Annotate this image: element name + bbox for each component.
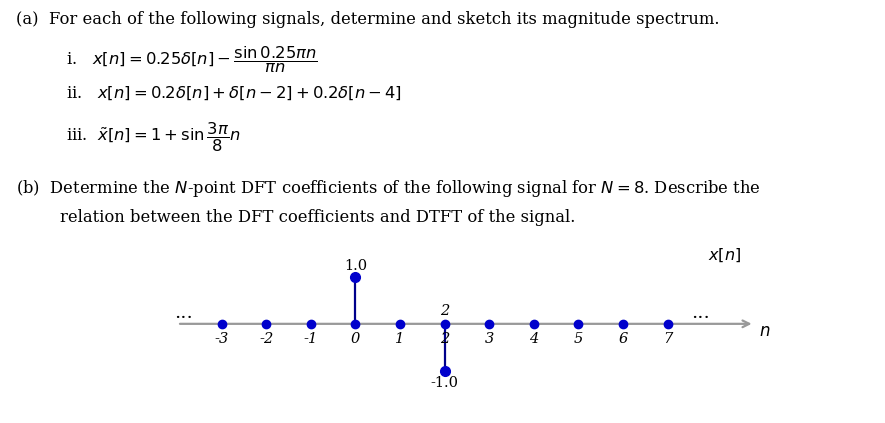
Text: 2: 2 xyxy=(440,304,450,318)
Text: $x[n]$: $x[n]$ xyxy=(708,246,741,264)
Text: iii.  $\tilde{x}[n] = 1 + \sin \dfrac{3\pi}{8}n$: iii. $\tilde{x}[n] = 1 + \sin \dfrac{3\p… xyxy=(66,121,241,154)
Text: 7: 7 xyxy=(663,332,672,346)
Text: 3: 3 xyxy=(485,332,494,346)
Text: ...: ... xyxy=(691,305,711,322)
Text: 1.0: 1.0 xyxy=(344,259,367,273)
Text: ii.   $x[n] = 0.2\delta[n] + \delta[n-2] + 0.2\delta[n-4]$: ii. $x[n] = 0.2\delta[n] + \delta[n-2] +… xyxy=(66,85,403,102)
Text: -1: -1 xyxy=(304,332,318,346)
Text: (b)  Determine the $N$-point DFT coefficients of the following signal for $N = 8: (b) Determine the $N$-point DFT coeffici… xyxy=(16,178,761,199)
Text: (a)  For each of the following signals, determine and sketch its magnitude spect: (a) For each of the following signals, d… xyxy=(16,11,720,27)
Text: -3: -3 xyxy=(215,332,229,346)
Text: -1.0: -1.0 xyxy=(431,376,458,390)
Text: $n$: $n$ xyxy=(759,323,770,341)
Text: 1: 1 xyxy=(396,332,404,346)
Text: -2: -2 xyxy=(259,332,273,346)
Text: relation between the DFT coefficients and DTFT of the signal.: relation between the DFT coefficients an… xyxy=(60,209,575,226)
Text: 4: 4 xyxy=(529,332,538,346)
Text: 2: 2 xyxy=(440,332,450,346)
Text: ...: ... xyxy=(174,305,193,322)
Text: 0: 0 xyxy=(350,332,360,346)
Text: 6: 6 xyxy=(619,332,627,346)
Text: 5: 5 xyxy=(573,332,583,346)
Text: i.   $x[n] = 0.25\delta[n] - \dfrac{\sin 0.25\pi n}{\pi n}$: i. $x[n] = 0.25\delta[n] - \dfrac{\sin 0… xyxy=(66,44,319,74)
